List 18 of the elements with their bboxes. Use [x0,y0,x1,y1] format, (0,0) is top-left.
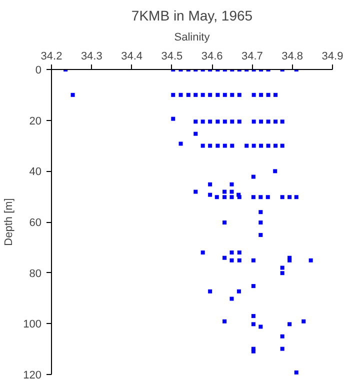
x-tick-label: 34.8 [282,50,304,62]
y-tick-label: 60 [29,217,42,229]
chart-title: 7KMB in May, 1965 [131,8,253,24]
y-axis-title: Depth [m] [3,198,16,246]
y-tick-label: 20 [29,115,42,128]
x-tick-label: 34.9 [322,50,344,62]
x-tick-label: 34.6 [201,50,223,62]
x-tick-label: 34.3 [80,50,102,62]
x-axis-title: Salinity [174,32,210,44]
x-tick-label: 34.2 [40,50,62,62]
y-tick-label: 120 [23,370,42,382]
y-tick-label: 0 [35,64,42,76]
y-tick-label: 80 [29,268,42,280]
y-tick-label: 100 [23,318,42,331]
y-tick-label: 40 [29,166,42,178]
x-tick-label: 34.4 [121,50,143,62]
x-tick-label: 34.5 [161,50,183,62]
x-tick-label: 34.7 [242,50,263,62]
